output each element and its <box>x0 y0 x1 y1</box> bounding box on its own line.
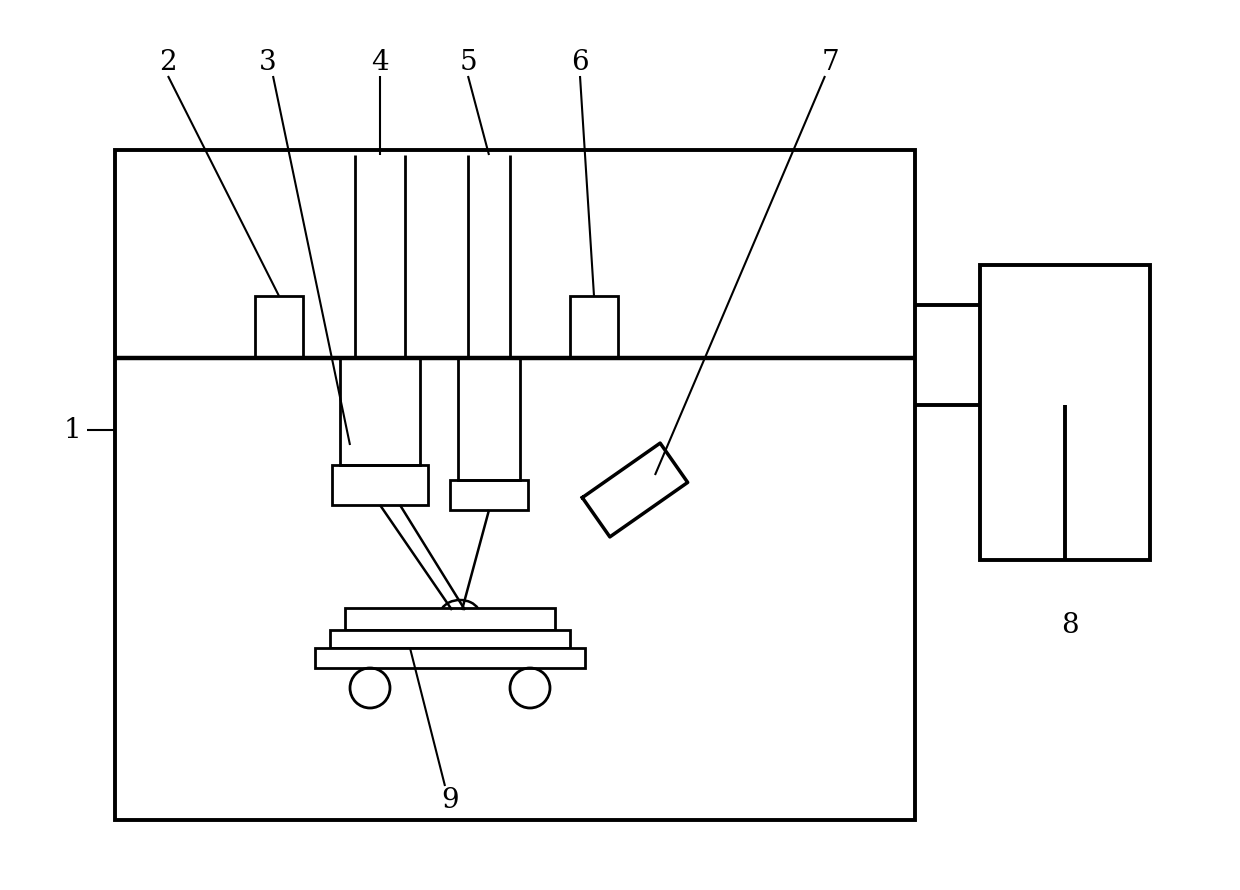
Bar <box>115 150 915 820</box>
Bar <box>315 648 585 668</box>
Text: 2: 2 <box>159 48 177 76</box>
Bar <box>332 465 428 505</box>
Text: 4: 4 <box>371 48 389 76</box>
Text: 3: 3 <box>259 48 277 76</box>
Text: 9: 9 <box>441 787 459 813</box>
Bar <box>458 358 520 480</box>
Text: 8: 8 <box>1061 611 1079 638</box>
Text: 5: 5 <box>459 48 477 76</box>
Bar <box>330 630 570 648</box>
Bar <box>450 480 528 510</box>
Bar <box>255 296 303 358</box>
Text: 1: 1 <box>63 417 81 443</box>
Bar <box>340 358 420 465</box>
Text: 7: 7 <box>821 48 839 76</box>
Bar <box>570 296 618 358</box>
Bar <box>980 265 1149 560</box>
Text: 6: 6 <box>572 48 589 76</box>
Bar <box>345 608 556 630</box>
